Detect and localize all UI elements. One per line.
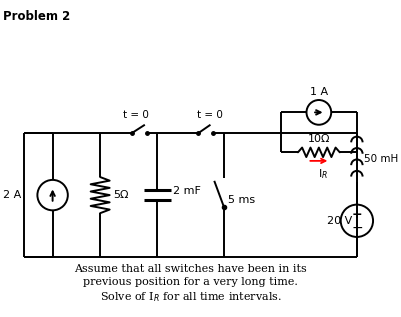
Text: 1 A: 1 A [310, 87, 328, 97]
Text: 2 mF: 2 mF [173, 186, 201, 196]
Text: I$_R$: I$_R$ [318, 167, 328, 181]
Text: t = 0: t = 0 [196, 110, 223, 120]
Text: 50 mH: 50 mH [365, 154, 399, 165]
Text: Assume that all switches have been in its: Assume that all switches have been in it… [74, 263, 307, 274]
Text: Solve of I$_R$ for all time intervals.: Solve of I$_R$ for all time intervals. [99, 290, 282, 304]
Text: 5Ω: 5Ω [113, 190, 129, 200]
Text: t = 0: t = 0 [124, 110, 149, 120]
Text: 20 V: 20 V [327, 216, 352, 226]
Text: −: − [351, 220, 363, 235]
Text: Problem 2: Problem 2 [3, 10, 71, 23]
Text: previous position for a very long time.: previous position for a very long time. [83, 277, 298, 287]
Text: +: + [352, 208, 362, 221]
Text: 2 A: 2 A [3, 190, 21, 200]
Text: 5 ms: 5 ms [228, 195, 255, 205]
Text: 10Ω: 10Ω [308, 134, 330, 144]
